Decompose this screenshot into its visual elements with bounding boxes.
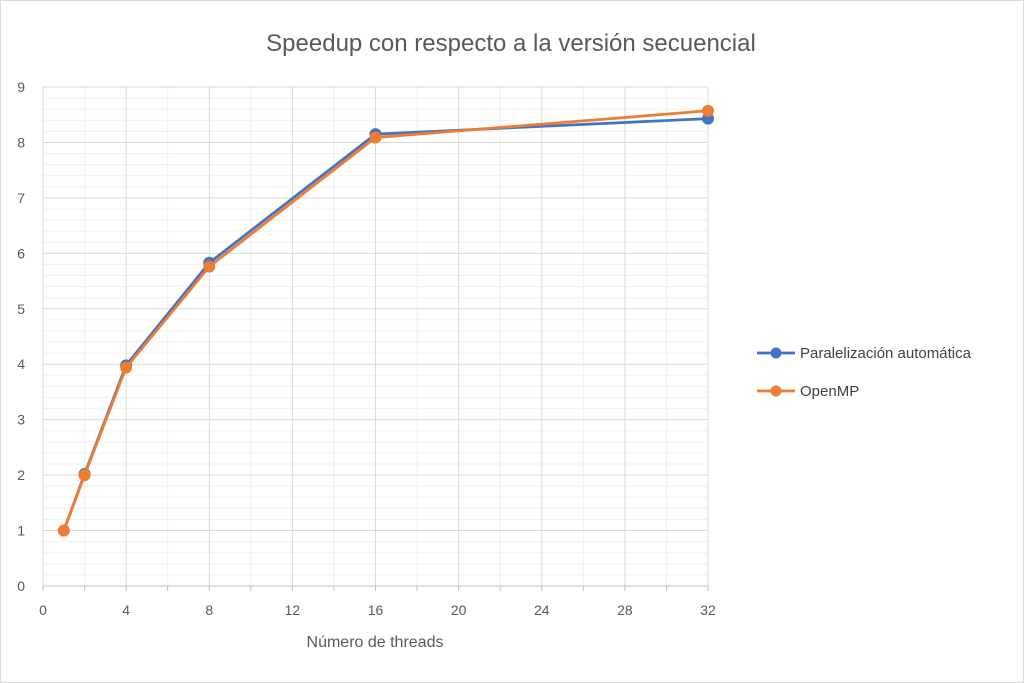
y-tick-label: 6 xyxy=(17,245,25,261)
x-tick-label: 4 xyxy=(122,602,130,618)
chart-title: Speedup con respecto a la versión secuen… xyxy=(266,30,756,57)
data-point xyxy=(203,260,216,273)
legend-marker xyxy=(770,385,782,397)
grid-lines xyxy=(42,86,709,587)
series-line-2 xyxy=(62,109,710,532)
x-tick-label: 0 xyxy=(39,602,47,618)
y-tick-label: 5 xyxy=(17,301,25,317)
y-tick-label: 8 xyxy=(17,134,25,150)
x-tick-label: 20 xyxy=(451,602,467,618)
y-tick-label: 9 xyxy=(17,79,25,95)
x-tick-label: 28 xyxy=(617,602,633,618)
legend: Paralelización automática OpenMP xyxy=(757,345,972,400)
y-tick-label: 4 xyxy=(17,356,25,372)
series xyxy=(57,104,714,537)
y-tick-label: 2 xyxy=(17,467,25,483)
x-tick-label: 16 xyxy=(368,602,384,618)
x-tick-label: 32 xyxy=(700,602,716,618)
y-tick-label: 7 xyxy=(17,190,25,206)
x-tick-label: 8 xyxy=(205,602,213,618)
data-point xyxy=(702,104,714,117)
x-axis-title: Número de threads xyxy=(307,634,444,651)
data-point xyxy=(120,361,133,374)
legend-marker xyxy=(770,347,782,359)
x-tick-label: 24 xyxy=(534,602,550,618)
legend-label: OpenMP xyxy=(800,383,859,400)
y-tick-label: 1 xyxy=(17,523,25,539)
y-tick-label: 0 xyxy=(17,578,25,594)
data-point xyxy=(57,524,70,537)
y-tick-label: 3 xyxy=(17,412,25,428)
x-tick-label: 12 xyxy=(285,602,301,618)
data-point xyxy=(369,131,382,144)
data-point xyxy=(78,469,91,482)
legend-label: Paralelización automática xyxy=(800,345,972,362)
